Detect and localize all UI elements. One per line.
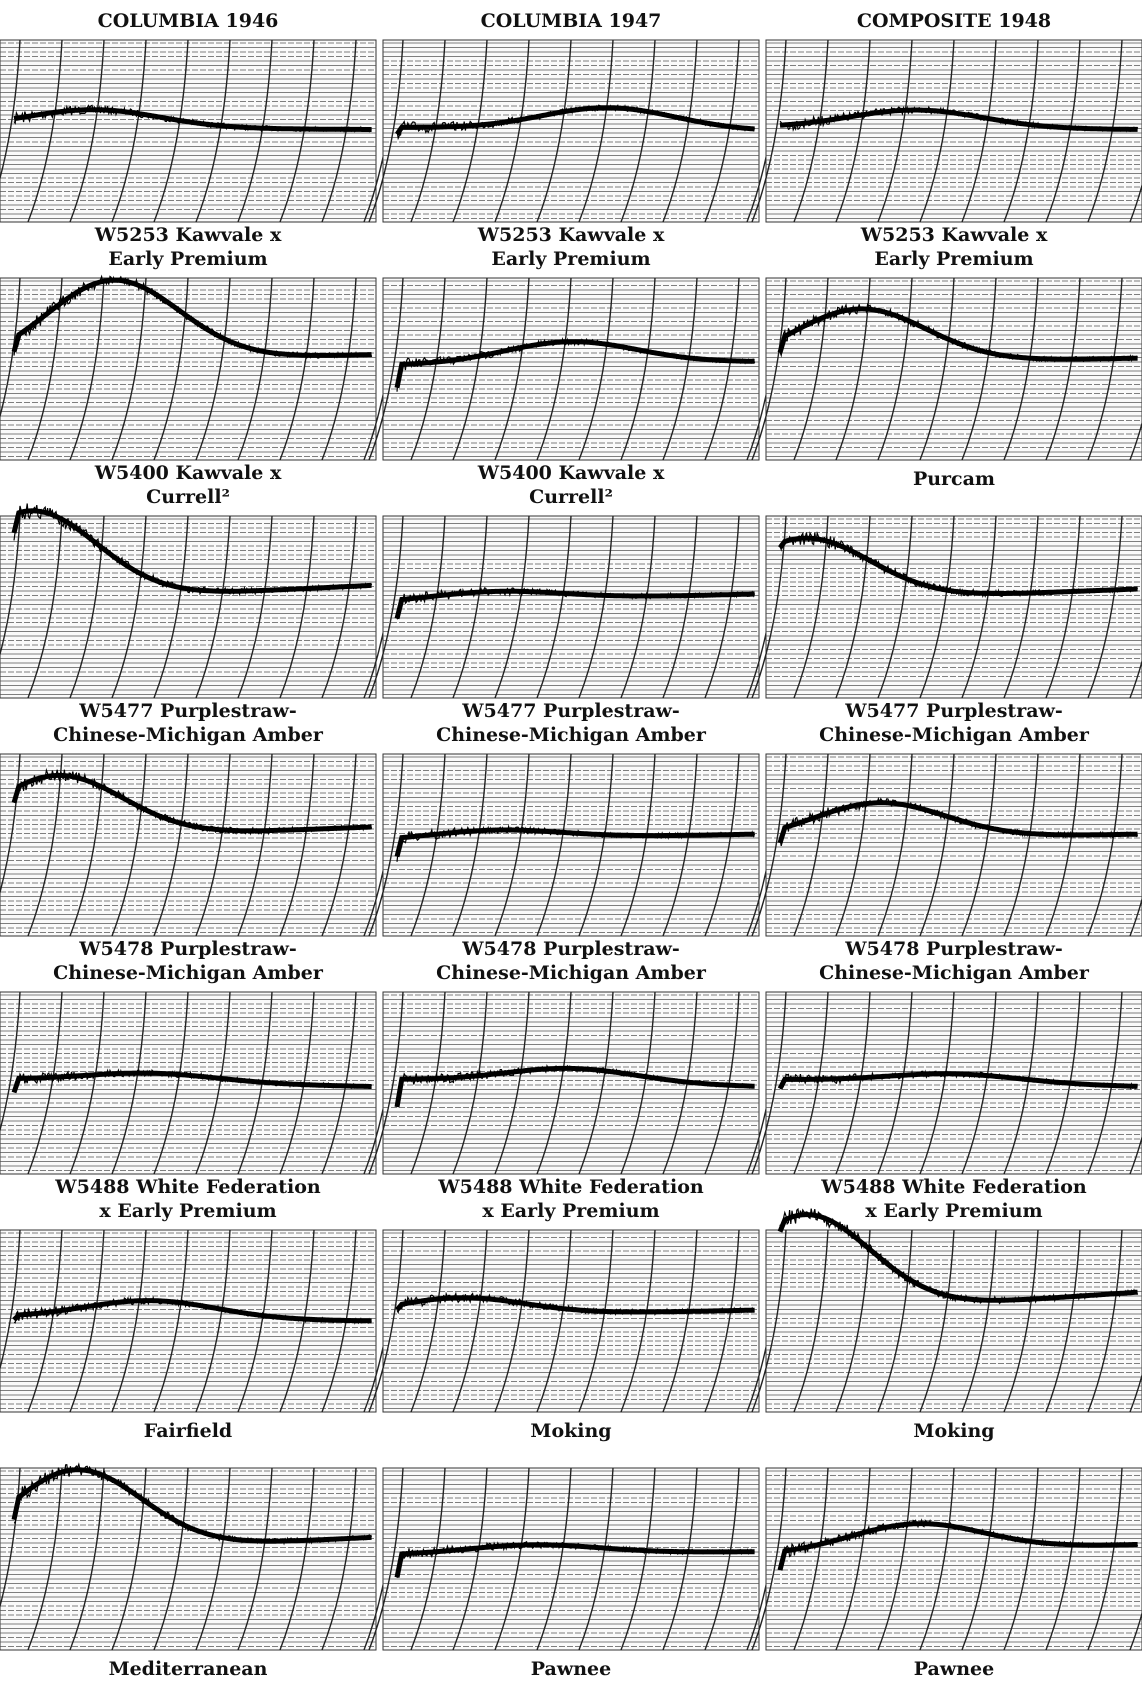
panel-label: Chinese-Michigan Amber bbox=[436, 962, 707, 984]
panel-label: Fairfield bbox=[144, 1420, 232, 1442]
panel-background bbox=[766, 1468, 1142, 1650]
chart-panel: W5478 Purplestraw-Chinese-Michigan Amber bbox=[369, 754, 781, 984]
panel-background bbox=[383, 1230, 759, 1412]
panel-label: W5253 Kawvale x bbox=[477, 224, 665, 246]
panel-label: Purcam bbox=[913, 468, 995, 490]
panel-background bbox=[0, 516, 376, 698]
panel-label: x Early Premium bbox=[99, 1200, 276, 1222]
chart-panel: Pawnee bbox=[369, 1468, 781, 1680]
chart-panel: Pawnee bbox=[752, 1468, 1142, 1680]
panel-label: W5400 Kawvale x bbox=[94, 462, 282, 484]
chart-panel: W5478 Purplestraw-Chinese-Michigan Amber bbox=[752, 754, 1142, 984]
chart-panel: W5478 Purplestraw-Chinese-Michigan Amber bbox=[0, 754, 398, 984]
panel-label: W5477 Purplestraw- bbox=[78, 700, 297, 722]
panel-background bbox=[383, 516, 759, 698]
panel-label: Early Premium bbox=[491, 248, 650, 270]
panel-label: x Early Premium bbox=[482, 1200, 659, 1222]
panel-background bbox=[766, 754, 1142, 936]
panel-label: Moking bbox=[530, 1420, 611, 1442]
panel-label: Chinese-Michigan Amber bbox=[819, 724, 1090, 746]
panel-label: x Early Premium bbox=[865, 1200, 1042, 1222]
panel-label: W5477 Purplestraw- bbox=[844, 700, 1063, 722]
panel-label: W5488 White Federation bbox=[54, 1176, 321, 1198]
panel-label: Pawnee bbox=[914, 1658, 994, 1680]
panel-background bbox=[766, 516, 1142, 698]
panel-label: W5478 Purplestraw- bbox=[461, 938, 680, 960]
panel-label: Currell² bbox=[529, 486, 613, 508]
chart-panel: Fairfield bbox=[0, 1230, 398, 1442]
chart-panel: W5477 Purplestraw-Chinese-Michigan Amber bbox=[752, 516, 1142, 746]
panel-label: Pawnee bbox=[531, 1658, 611, 1680]
chart-panel: Moking bbox=[752, 1209, 1142, 1442]
panel-label: Chinese-Michigan Amber bbox=[436, 724, 707, 746]
panel-label: W5253 Kawvale x bbox=[860, 224, 1048, 246]
panel-background bbox=[383, 278, 759, 460]
panel-background bbox=[0, 1468, 376, 1650]
chart-panel: Moking bbox=[369, 1230, 781, 1442]
column-header: COLUMBIA 1946 bbox=[98, 10, 279, 32]
panel-background bbox=[383, 40, 759, 222]
panel-label: W5488 White Federation bbox=[437, 1176, 704, 1198]
panel-label: W5253 Kawvale x bbox=[94, 224, 282, 246]
panel-background bbox=[383, 1468, 759, 1650]
panel-label: W5400 Kawvale x bbox=[477, 462, 665, 484]
panel-label: Early Premium bbox=[874, 248, 1033, 270]
panel-label: Currell² bbox=[146, 486, 230, 508]
panel-label: Moking bbox=[913, 1420, 994, 1442]
panel-label: W5478 Purplestraw- bbox=[78, 938, 297, 960]
panel-label: W5488 White Federation bbox=[820, 1176, 1087, 1198]
panel-label: Chinese-Michigan Amber bbox=[53, 724, 324, 746]
panel-background bbox=[766, 278, 1142, 460]
column-header: COMPOSITE 1948 bbox=[857, 10, 1051, 32]
column-header: COLUMBIA 1947 bbox=[481, 10, 662, 32]
panel-label: Early Premium bbox=[108, 248, 267, 270]
chart-panel: W5477 Purplestraw-Chinese-Michigan Amber bbox=[0, 504, 398, 747]
chart-panel: W5477 Purplestraw-Chinese-Michigan Amber bbox=[369, 516, 781, 746]
panel-label: Mediterranean bbox=[109, 1658, 268, 1680]
chart-panel: Mediterranean bbox=[0, 1464, 398, 1680]
panel-label: Chinese-Michigan Amber bbox=[819, 962, 1090, 984]
chart-panel: Purcam bbox=[752, 278, 1142, 490]
panel-background bbox=[383, 754, 759, 936]
panel-background bbox=[766, 1230, 1142, 1412]
panel-label: W5477 Purplestraw- bbox=[461, 700, 680, 722]
panel-label: W5478 Purplestraw- bbox=[844, 938, 1063, 960]
figure: COLUMBIA 1946 COLUMBIA 1947 COMPOSITE 1948… bbox=[0, 0, 1142, 1706]
panel-background bbox=[0, 754, 376, 936]
panel-label: Chinese-Michigan Amber bbox=[53, 962, 324, 984]
